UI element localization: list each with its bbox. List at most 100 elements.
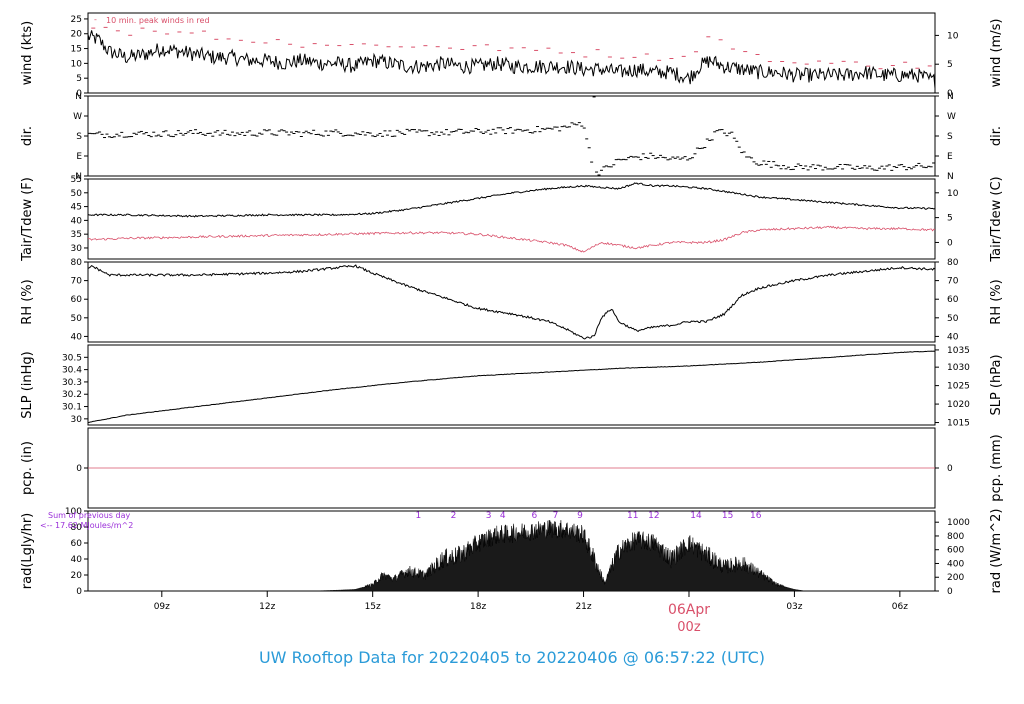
y-tick-label: 50 (71, 314, 83, 324)
panel-frame-rh (87, 261, 936, 343)
legend-dash: - (94, 15, 97, 24)
hour-mark-label: 1 (415, 511, 421, 521)
y-axis-label: wind (kts) (20, 21, 35, 85)
y-axis-label-right: rad (W/m^2) (989, 509, 1004, 594)
y-tick-label-right: 10 (947, 189, 959, 199)
hour-mark-label: 12 (648, 511, 659, 521)
panel-frame-dir (87, 95, 936, 177)
y-tick-label-right: 70 (947, 277, 959, 287)
y-tick-label-right: 0 (947, 89, 953, 99)
panel-frame-wind (87, 12, 936, 94)
y-tick-label: 40 (71, 555, 83, 565)
rad-sum-value: <-- 17.62 MJoules/m^2 (40, 521, 133, 530)
y-tick-label: 70 (71, 277, 83, 287)
hour-mark-label: 9 (577, 511, 583, 521)
y-tick-label: 30.3 (62, 378, 82, 388)
y-tick-label-right: 60 (947, 295, 959, 305)
y-tick-label-right: 0 (947, 238, 953, 248)
y-tick-label: 25 (71, 15, 82, 25)
y-axis-label: Tair/Tdew (F) (20, 177, 35, 262)
y-axis-label: dir. (20, 126, 35, 146)
x-date-label: 06Apr (668, 602, 710, 618)
panel-frame-temp (87, 178, 936, 260)
x-date-sublabel: 00z (677, 620, 701, 635)
y-tick-label: 0 (76, 89, 82, 99)
x-tick-label: 12z (259, 602, 275, 612)
x-tick-label: 06z (892, 602, 908, 612)
y-axis-label-right: SLP (hPa) (989, 354, 1004, 415)
x-tick-label: 18z (470, 602, 486, 612)
y-tick-label: 15 (71, 45, 82, 55)
y-tick-label: 60 (71, 539, 83, 549)
y-axis-label-right: wind (m/s) (989, 19, 1004, 88)
y-tick-label: E (76, 152, 82, 162)
y-tick-label-right: 1035 (947, 346, 970, 356)
y-axis-label: SLP (inHg) (20, 351, 35, 419)
y-tick-label: 30.4 (62, 366, 82, 376)
y-tick-label-right: N (947, 172, 954, 182)
y-tick-label-right: 200 (947, 573, 964, 583)
y-tick-label-right: 80 (947, 258, 959, 268)
x-tick-label: 15z (365, 602, 381, 612)
y-axis-label: RH (%) (20, 279, 35, 324)
y-tick-label-right: 5 (947, 214, 953, 224)
y-tick-label-right: N (947, 92, 954, 102)
hour-mark-label: 7 (553, 511, 559, 521)
y-tick-label-right: 1025 (947, 382, 970, 392)
y-axis-label: pcp. (in) (20, 441, 35, 495)
y-tick-label-right: 1015 (947, 419, 970, 429)
y-tick-label: 30.2 (62, 390, 82, 400)
x-tick-label: 03z (786, 602, 802, 612)
hour-mark-label: 16 (750, 511, 762, 521)
y-tick-label: 35 (71, 230, 82, 240)
panel-frame-slp (87, 344, 936, 426)
hour-mark-label: 4 (500, 511, 506, 521)
y-axis-label-right: pcp. (mm) (989, 434, 1004, 501)
hour-mark-label: 3 (486, 511, 492, 521)
y-tick-label: N (75, 92, 82, 102)
series-line-tair (87, 182, 936, 218)
y-axis-label: rad(Lgly/hr) (20, 513, 35, 589)
x-tick-label: 09z (154, 602, 170, 612)
y-axis-label-right: RH (%) (989, 279, 1004, 324)
y-tick-label: 80 (71, 258, 83, 268)
radiation-area (312, 519, 805, 592)
y-tick-label: W (73, 112, 82, 122)
y-tick-label-right: W (947, 112, 956, 122)
hour-mark-label: 11 (627, 511, 638, 521)
hour-mark-label: 15 (722, 511, 733, 521)
y-tick-label-right: S (947, 132, 953, 142)
y-tick-label: 20 (71, 30, 83, 40)
series-line-tdew (88, 225, 936, 253)
series-line-slp (87, 350, 936, 423)
y-tick-label: 45 (71, 203, 82, 213)
series-line-rh (87, 264, 936, 340)
y-tick-label-right: 0 (947, 587, 953, 597)
peak-wind-annotation: 10 min. peak winds in red (106, 16, 210, 25)
y-tick-label: 80 (71, 523, 83, 533)
hour-mark-label: 2 (451, 511, 457, 521)
y-axis-label-right: dir. (989, 126, 1004, 146)
hour-mark-label: 14 (690, 511, 702, 521)
y-axis-label-right: Tair/Tdew (C) (989, 176, 1004, 262)
y-tick-label: S (76, 132, 82, 142)
y-tick-label: 30.5 (62, 353, 82, 363)
y-tick-label-right: 10 (947, 31, 959, 41)
y-tick-label-right: 400 (947, 559, 964, 569)
y-tick-label: 30 (71, 244, 83, 254)
y-tick-label: 50 (71, 189, 83, 199)
y-tick-label: 0 (76, 587, 82, 597)
y-tick-label-right: 600 (947, 546, 964, 556)
y-tick-label: 10 (71, 59, 83, 69)
y-tick-label-right: 1000 (947, 518, 970, 528)
hour-mark-label: 6 (531, 511, 537, 521)
y-tick-label: 20 (71, 571, 83, 581)
series-line-wind (87, 30, 936, 89)
y-tick-label-right: 5 (947, 60, 953, 70)
y-tick-label-right: E (947, 152, 953, 162)
rad-sum-annotation: Sum of previous day (48, 511, 130, 520)
y-tick-label: 40 (71, 216, 83, 226)
y-tick-label-right: 800 (947, 532, 964, 542)
y-tick-label: N (75, 172, 82, 182)
